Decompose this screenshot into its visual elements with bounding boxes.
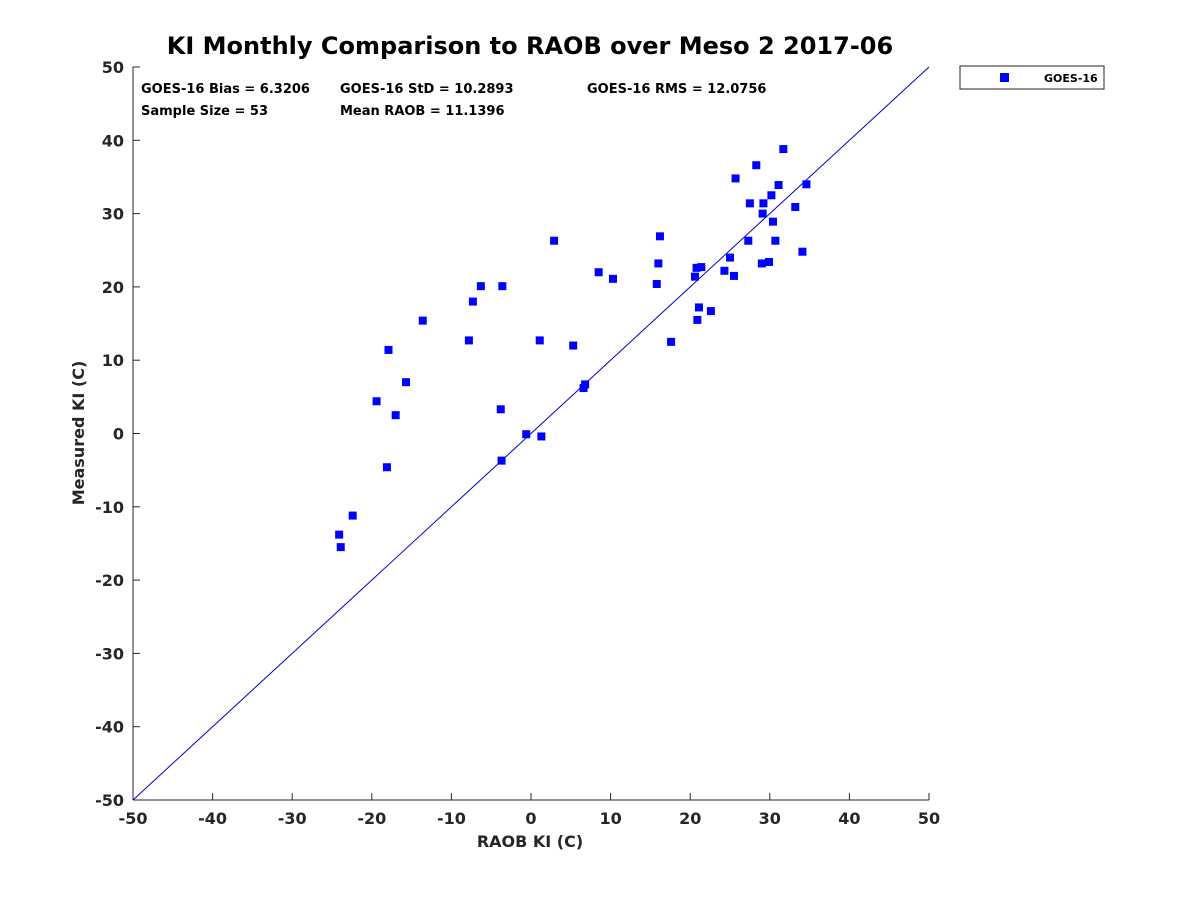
y-tick-label: -30 xyxy=(95,644,124,663)
data-point xyxy=(759,199,768,208)
legend-label: GOES-16 xyxy=(1044,72,1098,85)
data-point xyxy=(720,266,729,275)
data-point xyxy=(744,236,753,245)
data-point xyxy=(418,316,427,325)
reference-line xyxy=(132,66,930,801)
data-point xyxy=(706,307,715,316)
data-point xyxy=(729,271,738,280)
data-point xyxy=(384,345,393,354)
data-point xyxy=(537,432,546,441)
data-point xyxy=(348,511,357,520)
y-tick-label: -20 xyxy=(95,571,124,590)
data-point xyxy=(798,247,807,256)
data-point xyxy=(498,282,507,291)
data-point xyxy=(402,378,411,387)
data-point xyxy=(335,530,344,539)
data-point xyxy=(791,203,800,212)
data-point xyxy=(655,232,664,241)
y-axis-label: Measured KI (C) xyxy=(69,361,88,506)
data-point xyxy=(372,397,381,406)
data-point xyxy=(693,315,702,324)
y-tick-label: 50 xyxy=(102,58,124,77)
data-point xyxy=(726,253,734,262)
data-point xyxy=(731,174,740,183)
x-tick-label: -40 xyxy=(198,809,227,828)
data-point xyxy=(667,337,676,346)
x-tick-label: -50 xyxy=(119,809,148,828)
y-tick-label: -40 xyxy=(95,718,124,737)
y-tick-label: -50 xyxy=(95,791,124,810)
data-point xyxy=(692,263,701,272)
stat-mean-raob: Mean RAOB = 11.1396 xyxy=(340,104,505,119)
data-point xyxy=(569,341,578,350)
data-point xyxy=(464,336,473,345)
data-point xyxy=(652,279,661,288)
data-point xyxy=(336,543,345,552)
y-axis-ticks: -50 -40 -30 -20 -10 0 10 20 30 40 50 xyxy=(95,58,140,810)
data-point xyxy=(535,336,544,345)
data-point xyxy=(745,199,754,208)
data-point xyxy=(550,236,559,245)
data-point xyxy=(654,259,663,268)
legend-marker xyxy=(1000,73,1009,82)
data-point xyxy=(497,456,506,465)
x-axis-label: RAOB KI (C) xyxy=(477,832,583,851)
data-point xyxy=(757,259,766,268)
data-point xyxy=(608,274,617,283)
data-point xyxy=(694,303,703,312)
x-tick-label: 0 xyxy=(525,809,536,828)
data-point xyxy=(771,236,780,245)
data-point xyxy=(752,161,761,170)
x-tick-label: -30 xyxy=(278,809,307,828)
data-point xyxy=(476,282,485,291)
data-point xyxy=(391,411,400,420)
data-point xyxy=(802,180,811,189)
x-tick-label: 40 xyxy=(838,809,860,828)
data-point xyxy=(594,268,603,277)
legend-box xyxy=(959,65,1105,90)
data-point xyxy=(774,181,783,190)
stat-bias: GOES-16 Bias = 6.3206 xyxy=(141,82,310,97)
data-point xyxy=(522,430,531,439)
data-point xyxy=(468,297,477,306)
x-tick-label: 30 xyxy=(759,809,781,828)
x-axis-ticks: -50 -40 -30 -20 -10 0 10 20 30 40 50 xyxy=(119,793,940,828)
x-tick-label: 10 xyxy=(599,809,621,828)
series-goes16-points xyxy=(335,145,811,552)
data-point xyxy=(779,145,788,154)
y-tick-label: 30 xyxy=(102,205,124,224)
data-point xyxy=(690,272,699,281)
data-point xyxy=(767,191,776,200)
x-tick-label: 20 xyxy=(679,809,701,828)
data-point xyxy=(768,217,777,226)
data-point xyxy=(765,257,774,266)
x-tick-label: -20 xyxy=(357,809,386,828)
stat-std: GOES-16 StD = 10.2893 xyxy=(340,82,514,97)
legend: GOES-16 xyxy=(959,65,1105,90)
y-tick-label: 0 xyxy=(113,425,124,444)
data-point xyxy=(496,405,505,414)
y-tick-label: 20 xyxy=(102,278,124,297)
y-tick-label: 40 xyxy=(102,131,124,150)
chart-title: KI Monthly Comparison to RAOB over Meso … xyxy=(167,32,893,60)
data-point xyxy=(758,209,767,218)
stat-sample-size: Sample Size = 53 xyxy=(141,104,268,119)
data-point xyxy=(581,380,590,389)
y-tick-label: -10 xyxy=(95,498,124,517)
stat-rms: GOES-16 RMS = 12.0756 xyxy=(587,82,766,97)
x-tick-label: -10 xyxy=(437,809,466,828)
data-point xyxy=(697,263,706,272)
x-tick-label: 50 xyxy=(918,809,940,828)
y-tick-label: 10 xyxy=(102,351,124,370)
data-point xyxy=(382,463,391,472)
